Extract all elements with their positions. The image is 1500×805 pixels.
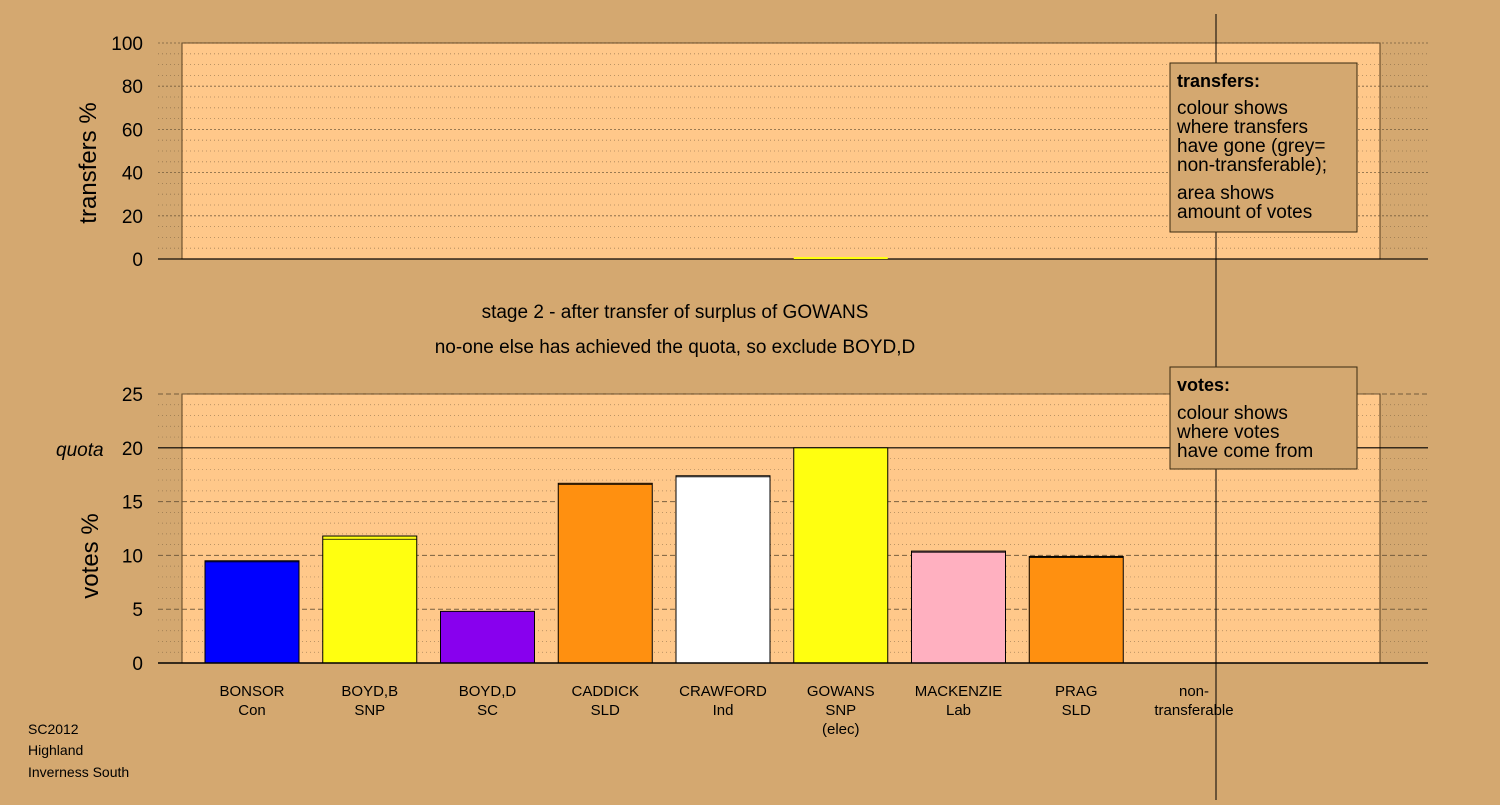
candidate-label: SNP <box>825 702 856 719</box>
candidate-label: MACKENZIE <box>915 683 1003 700</box>
votes-y-ticks: 0 5 10 15 20 25 <box>122 385 143 675</box>
transfers-legend-line: area shows <box>1177 183 1274 204</box>
candidate-label: SC <box>477 702 498 719</box>
election-label: SC2012 <box>28 721 79 737</box>
transfers-legend-box <box>1169 62 1358 233</box>
transfers-tick-label: 80 <box>122 77 143 98</box>
votes-tick-label: 5 <box>132 600 143 621</box>
transfers-legend-line: non-transferable); <box>1177 155 1327 176</box>
candidate-label: (elec) <box>822 721 860 738</box>
stage-description: stage 2 - after transfer of surplus of G… <box>482 302 869 323</box>
transfers-legend: transfers: colour shows where transfers … <box>1169 62 1358 233</box>
ward-label: Inverness South <box>28 764 129 780</box>
votes-tick-label: 10 <box>122 546 143 567</box>
candidate-label: SNP <box>354 702 385 719</box>
votes-legend-title: votes: <box>1177 375 1230 395</box>
transfers-tick-label: 60 <box>122 120 143 141</box>
transfers-axis-label: transfers % <box>75 102 102 223</box>
quota-label: quota <box>56 440 104 461</box>
votes-legend-line: have come from <box>1177 441 1313 462</box>
candidate-label: PRAG <box>1055 683 1098 700</box>
candidate-label: SLD <box>1062 702 1091 719</box>
candidate-label: Con <box>238 702 266 719</box>
vote-bar <box>440 610 535 664</box>
vote-bar <box>675 475 771 664</box>
candidate-label: CRAWFORD <box>679 683 767 700</box>
transfers-tick-label: 0 <box>132 250 143 271</box>
council-label: Highland <box>28 742 83 758</box>
transfers-legend-line: have gone (grey= <box>1177 136 1325 157</box>
transfers-legend-title: transfers: <box>1177 71 1260 91</box>
transfers-tick-label: 20 <box>122 207 143 228</box>
transfers-tick-label: 100 <box>111 34 143 55</box>
stage-action: no-one else has achieved the quota, so e… <box>435 337 916 358</box>
candidate-label: transferable <box>1154 702 1233 719</box>
vote-bar <box>1028 555 1124 664</box>
candidate-label: Ind <box>713 702 734 719</box>
candidate-label: non- <box>1179 683 1209 700</box>
transfer-bar <box>793 257 888 259</box>
votes-legend-line: where votes <box>1176 422 1279 443</box>
candidate-label: SLD <box>591 702 620 719</box>
votes-legend-line: colour shows <box>1177 403 1288 424</box>
votes-legend-box <box>1169 366 1358 470</box>
transfers-bars <box>793 257 888 259</box>
transfers-legend-line: amount of votes <box>1177 202 1312 223</box>
votes-tick-label: 15 <box>122 493 143 514</box>
votes-bars <box>204 447 1124 664</box>
candidate-label: BOYD,B <box>341 683 398 700</box>
transfers-tick-label: 40 <box>122 164 143 185</box>
votes-legend: votes: colour shows where votes have com… <box>1169 366 1358 470</box>
votes-tick-label: 20 <box>122 439 143 460</box>
candidate-labels: BONSOR Con BOYD,B SNP BOYD,D SC CADDICK SLD CRAW… <box>219 683 1233 738</box>
vote-bar <box>557 482 653 664</box>
candidate-label: Lab <box>946 702 971 719</box>
candidate-label: GOWANS <box>807 683 875 700</box>
vote-bar <box>204 560 300 664</box>
candidate-label: BOYD,D <box>459 683 517 700</box>
candidate-label: BONSOR <box>219 683 284 700</box>
candidate-label: CADDICK <box>571 683 639 700</box>
votes-tick-label: 25 <box>122 385 143 406</box>
votes-axis-label: votes % <box>77 513 104 598</box>
votes-tick-label: 0 <box>132 654 143 675</box>
transfers-legend-line: where transfers <box>1176 117 1308 138</box>
transfers-y-ticks: 0 20 40 60 80 100 <box>111 34 143 271</box>
vote-bar <box>911 550 1006 664</box>
transfers-legend-line: colour shows <box>1177 98 1288 119</box>
vote-bar <box>322 535 418 664</box>
vote-bar <box>793 447 889 664</box>
